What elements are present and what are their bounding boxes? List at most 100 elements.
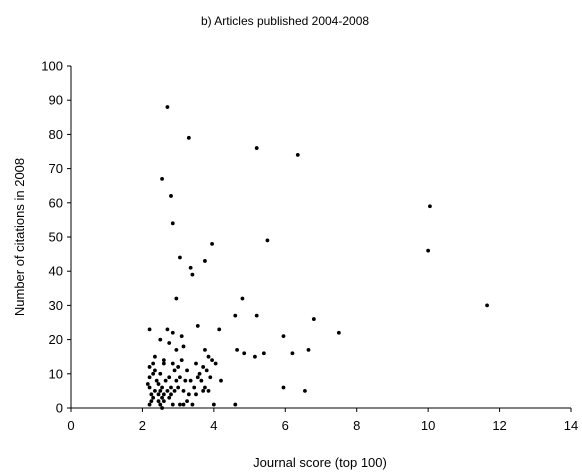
data-point bbox=[192, 385, 197, 390]
data-point bbox=[181, 389, 186, 393]
data-point bbox=[217, 327, 222, 332]
y-tick-label: 70 bbox=[49, 161, 63, 176]
data-point bbox=[158, 389, 163, 393]
x-tick-label: 6 bbox=[282, 418, 289, 433]
x-axis-title: Journal score (top 100) bbox=[253, 455, 387, 470]
data-point bbox=[233, 402, 238, 407]
data-point bbox=[311, 317, 316, 321]
data-point bbox=[186, 392, 191, 397]
data-point bbox=[158, 337, 163, 342]
data-point bbox=[165, 105, 170, 109]
data-point bbox=[149, 399, 154, 404]
data-point bbox=[158, 402, 163, 407]
data-point bbox=[149, 392, 154, 397]
data-point bbox=[203, 259, 207, 263]
data-point bbox=[153, 354, 157, 359]
data-point bbox=[172, 389, 177, 393]
data-point bbox=[336, 330, 341, 335]
data-point bbox=[154, 378, 159, 383]
data-point bbox=[161, 399, 166, 404]
data-point bbox=[233, 313, 238, 318]
data-point bbox=[174, 296, 179, 301]
data-point bbox=[160, 385, 164, 390]
data-point bbox=[281, 385, 286, 390]
x-tick-label: 14 bbox=[564, 418, 578, 433]
data-point bbox=[190, 402, 195, 407]
data-point bbox=[165, 389, 170, 393]
data-point bbox=[194, 392, 198, 397]
data-point bbox=[185, 399, 189, 404]
y-axis-title: Number of citations in 2008 bbox=[12, 158, 27, 316]
data-point bbox=[183, 378, 188, 383]
data-point bbox=[199, 378, 204, 383]
data-point bbox=[240, 296, 245, 301]
data-point bbox=[169, 385, 173, 390]
data-point bbox=[201, 389, 206, 393]
x-tick-label: 2 bbox=[139, 418, 146, 433]
data-point bbox=[170, 221, 175, 226]
data-point bbox=[254, 146, 259, 150]
data-point bbox=[179, 358, 184, 363]
data-point bbox=[172, 368, 177, 373]
data-point bbox=[195, 324, 200, 328]
x-tick-label: 12 bbox=[492, 418, 506, 433]
data-point bbox=[170, 402, 175, 407]
data-point bbox=[190, 272, 195, 277]
data-point bbox=[206, 389, 211, 393]
data-point bbox=[181, 402, 186, 407]
y-tick-label: 80 bbox=[49, 127, 63, 142]
data-point bbox=[242, 351, 247, 356]
data-point bbox=[181, 344, 186, 349]
data-point bbox=[151, 395, 156, 400]
data-point bbox=[195, 375, 200, 380]
data-point bbox=[295, 153, 300, 157]
y-tick-label: 0 bbox=[56, 401, 63, 416]
data-point bbox=[169, 392, 173, 397]
data-point bbox=[265, 238, 270, 243]
x-tick-label: 8 bbox=[353, 418, 360, 433]
x-tick-label: 0 bbox=[67, 418, 74, 433]
data-point bbox=[197, 371, 202, 376]
data-points bbox=[145, 105, 489, 410]
y-tick-label: 10 bbox=[49, 366, 63, 381]
data-point bbox=[176, 365, 181, 369]
data-point bbox=[235, 347, 239, 352]
data-point bbox=[147, 375, 152, 380]
data-point bbox=[147, 365, 152, 369]
data-point bbox=[210, 241, 214, 246]
data-point bbox=[219, 378, 223, 383]
x-tick-label: 10 bbox=[421, 418, 435, 433]
data-point bbox=[156, 382, 161, 386]
y-tick-label: 40 bbox=[49, 264, 63, 279]
data-point bbox=[213, 361, 218, 366]
data-point bbox=[160, 395, 164, 400]
data-point bbox=[210, 358, 214, 363]
data-point bbox=[153, 368, 157, 373]
data-point bbox=[204, 368, 209, 373]
y-tick-label: 30 bbox=[49, 298, 63, 313]
y-tick-label: 100 bbox=[41, 59, 63, 74]
y-tick-label: 20 bbox=[49, 332, 63, 347]
data-point bbox=[165, 327, 170, 332]
data-point bbox=[194, 361, 198, 366]
data-point bbox=[163, 378, 168, 383]
y-axis-ticks: 0 10 20 30 40 50 60 70 80 90 100 bbox=[41, 59, 71, 416]
data-point bbox=[167, 341, 172, 345]
data-point bbox=[147, 402, 152, 407]
x-axis-ticks: 0 2 4 6 8 10 12 14 bbox=[67, 408, 578, 433]
data-point bbox=[485, 303, 489, 308]
data-point bbox=[211, 402, 216, 407]
data-point bbox=[208, 375, 213, 380]
data-point bbox=[178, 375, 182, 380]
data-point bbox=[174, 347, 179, 352]
data-point bbox=[158, 371, 163, 376]
data-point bbox=[160, 406, 164, 410]
data-point bbox=[169, 194, 173, 198]
data-point bbox=[167, 375, 172, 380]
y-tick-label: 50 bbox=[49, 230, 63, 245]
data-point bbox=[303, 389, 307, 393]
data-point bbox=[253, 354, 257, 359]
data-point bbox=[306, 347, 311, 352]
data-point bbox=[203, 385, 207, 390]
